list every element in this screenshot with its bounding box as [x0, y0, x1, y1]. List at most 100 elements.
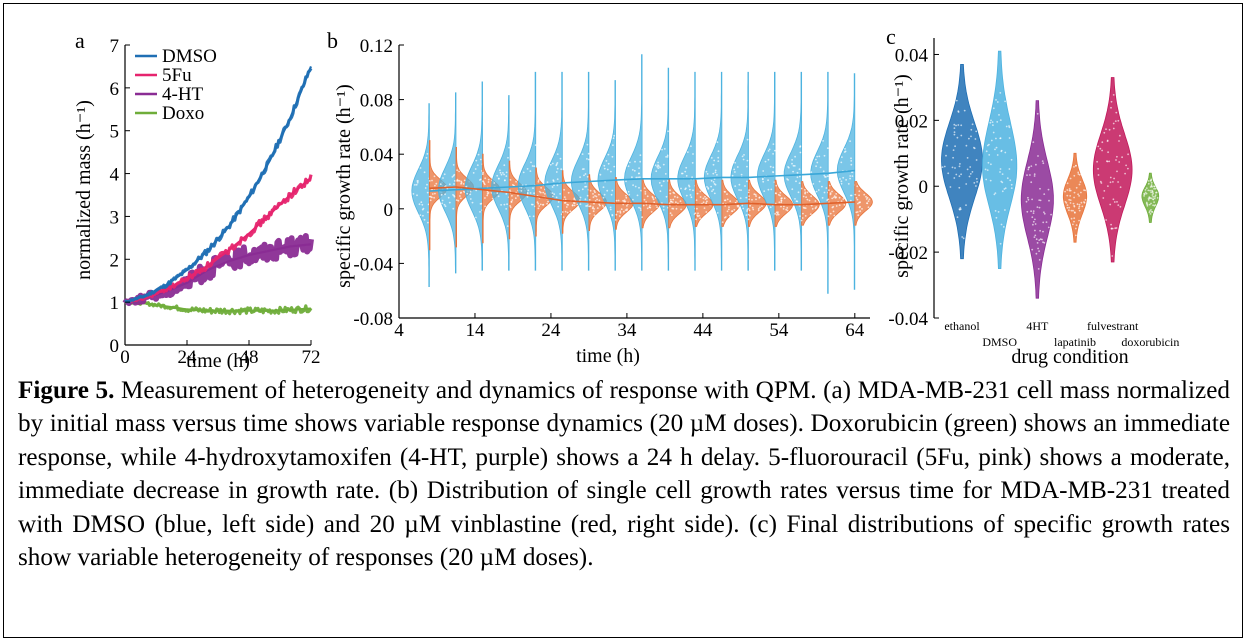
panel-b-violin-dmso-point — [414, 184, 416, 186]
panel-c-violin-point — [975, 177, 978, 180]
panel-b-violin-vinblastine-point — [866, 196, 869, 199]
panel-b-violin-dmso-point — [717, 156, 720, 159]
panel-b-violin-vinblastine-point — [650, 211, 653, 213]
panel-b-y-tick-label: 0 — [384, 200, 394, 221]
panel-c-violin-point — [1005, 125, 1008, 128]
panel-c-violin-point — [965, 183, 968, 185]
panel-c-category-label: DMSO — [982, 335, 1017, 349]
panel-b-violin-vinblastine-point — [540, 187, 542, 189]
panel-b-violin-dmso-point — [767, 188, 770, 191]
panel-b-violin-dmso-point — [840, 182, 843, 185]
panel-b-violin-dmso-point — [746, 180, 748, 183]
panel-b-violin-vinblastine-point — [645, 201, 647, 203]
panel-c-violin-point — [1150, 180, 1152, 182]
panel-b-violin-vinblastine-point — [599, 204, 601, 207]
panel-a: a 0 24 48 72 0 1 2 3 4 5 6 7 time (h) normalized ma… — [73, 28, 321, 372]
panel-c-violin-point — [1033, 175, 1036, 177]
panel-c-violin-point — [995, 99, 997, 101]
panel-b-violin-vinblastine-point — [786, 209, 789, 212]
panel-c-y-tick-label: 0.04 — [895, 45, 929, 66]
panel-c-violin-point — [998, 114, 1000, 116]
panel-b-violin-vinblastine-point — [433, 196, 435, 199]
panel-b-violin-vinblastine-point — [671, 201, 674, 204]
panel-b-violin-dmso-point — [444, 193, 446, 196]
panel-c-violin-point — [986, 169, 989, 172]
panel-b-violin-dmso-point — [768, 148, 771, 151]
panel-c-violin-point — [969, 173, 972, 175]
panel-c-violin-point — [1077, 193, 1079, 196]
panel-c-violin-point — [1105, 128, 1107, 131]
panel-c-violin-point — [1069, 199, 1072, 202]
panel-b-violin-vinblastine-point — [428, 180, 431, 182]
panel-c-violin-point — [1144, 189, 1147, 191]
panel-b-violin-dmso-point — [632, 198, 634, 201]
panel-c-violin-point — [971, 123, 974, 126]
panel-c-violin-point — [1068, 188, 1071, 190]
panel-b-violin-vinblastine-point — [459, 195, 461, 197]
panel-b-violin-dmso-point — [662, 205, 665, 208]
panel-b-violin-vinblastine-point — [429, 199, 432, 202]
panel-b-violin-dmso-point — [556, 153, 559, 156]
panel-b-violin-dmso — [464, 81, 483, 271]
panel-b-violin-vinblastine-point — [809, 213, 812, 216]
panel-b-violin-vinblastine-point — [810, 204, 813, 207]
panel-b-violin-dmso-point — [634, 160, 636, 163]
panel-c-violin-point — [1066, 194, 1069, 197]
panel-b-y-tick-label: 0.04 — [360, 145, 394, 166]
panel-c-violin-lapatinib — [1062, 152, 1088, 243]
panel-b-violin-vinblastine-point — [724, 216, 726, 219]
panel-b-violin-dmso-point — [479, 203, 482, 205]
panel-b-violin-dmso-point — [499, 171, 502, 174]
panel-b-violin-dmso-point — [795, 200, 798, 203]
panel-c-label: c — [886, 24, 896, 49]
panel-b-violin-vinblastine-point — [649, 206, 652, 209]
panel-b-violin-dmso-point — [507, 156, 509, 159]
panel-b-violin-vinblastine-point — [592, 196, 595, 199]
panel-c-violin-point — [1078, 173, 1081, 176]
panel-b-violin-dmso-point — [631, 169, 634, 171]
panel-c-violin-point — [1068, 198, 1071, 201]
panel-b-violin-vinblastine-point — [775, 211, 778, 214]
panel-b-violin-vinblastine-point — [566, 211, 569, 214]
panel-b-violin-vinblastine-point — [697, 212, 699, 215]
panel-c-violin-point — [1080, 201, 1083, 204]
panel-c-plot — [933, 38, 1160, 318]
panel-c-violin-point — [1081, 205, 1084, 208]
panel-b-violin-dmso-point — [505, 171, 508, 174]
panel-b-violin-dmso-point — [446, 187, 449, 190]
panel-b-violin-dmso-point — [680, 187, 682, 190]
panel-c-violin-point — [1039, 229, 1041, 232]
panel-a-legend-label: 5Fu — [162, 65, 192, 86]
panel-b-violin-dmso-point — [585, 185, 588, 188]
panel-c-violin-point — [1000, 223, 1003, 226]
panel-b-violin-dmso-point — [685, 187, 687, 190]
panel-c-violin-point — [1068, 209, 1070, 212]
panel-b-violin-dmso-point — [605, 160, 608, 162]
panel-c-violin-point — [1032, 141, 1035, 144]
panel-c-violin-point — [957, 124, 960, 126]
panel-b-violin-dmso-point — [613, 134, 616, 137]
panel-c-violin-point — [1001, 173, 1004, 176]
panel-b-violin-dmso-point — [799, 215, 801, 218]
figure-caption: Figure 5. Measurement of heterogeneity a… — [18, 374, 1230, 574]
panel-b-violin-vinblastine-point — [615, 213, 618, 216]
panel-b-violin-dmso-point — [799, 146, 801, 148]
panel-b-violin-vinblastine-point — [755, 198, 757, 201]
panel-b-violin-vinblastine-point — [539, 203, 542, 206]
panel-b-violin-dmso-point — [639, 160, 642, 163]
panel-c-violin-point — [1080, 191, 1082, 194]
panel-b-violin-dmso-point — [742, 207, 745, 210]
panel-b-violin-vinblastine-point — [482, 171, 484, 174]
panel-b-violin-dmso-point — [627, 190, 630, 193]
panel-b-violin-vinblastine-point — [649, 204, 651, 207]
panel-a-ticks: 0 24 48 72 0 1 2 3 4 5 6 7 — [110, 36, 321, 368]
panel-b-violin-vinblastine-point — [680, 208, 682, 211]
panel-b-violin-dmso-point — [505, 208, 508, 210]
panel-b-violin-dmso-point — [631, 176, 633, 179]
panel-b-violin-dmso-point — [423, 218, 426, 221]
panel-b-violin-vinblastine-point — [831, 206, 834, 209]
panel-b-violin-vinblastine-point — [514, 197, 517, 200]
panel-b-violin-dmso-point — [599, 173, 602, 176]
panel-c-violin-point — [1010, 183, 1013, 186]
panel-b-violin-vinblastine-point — [484, 205, 486, 208]
